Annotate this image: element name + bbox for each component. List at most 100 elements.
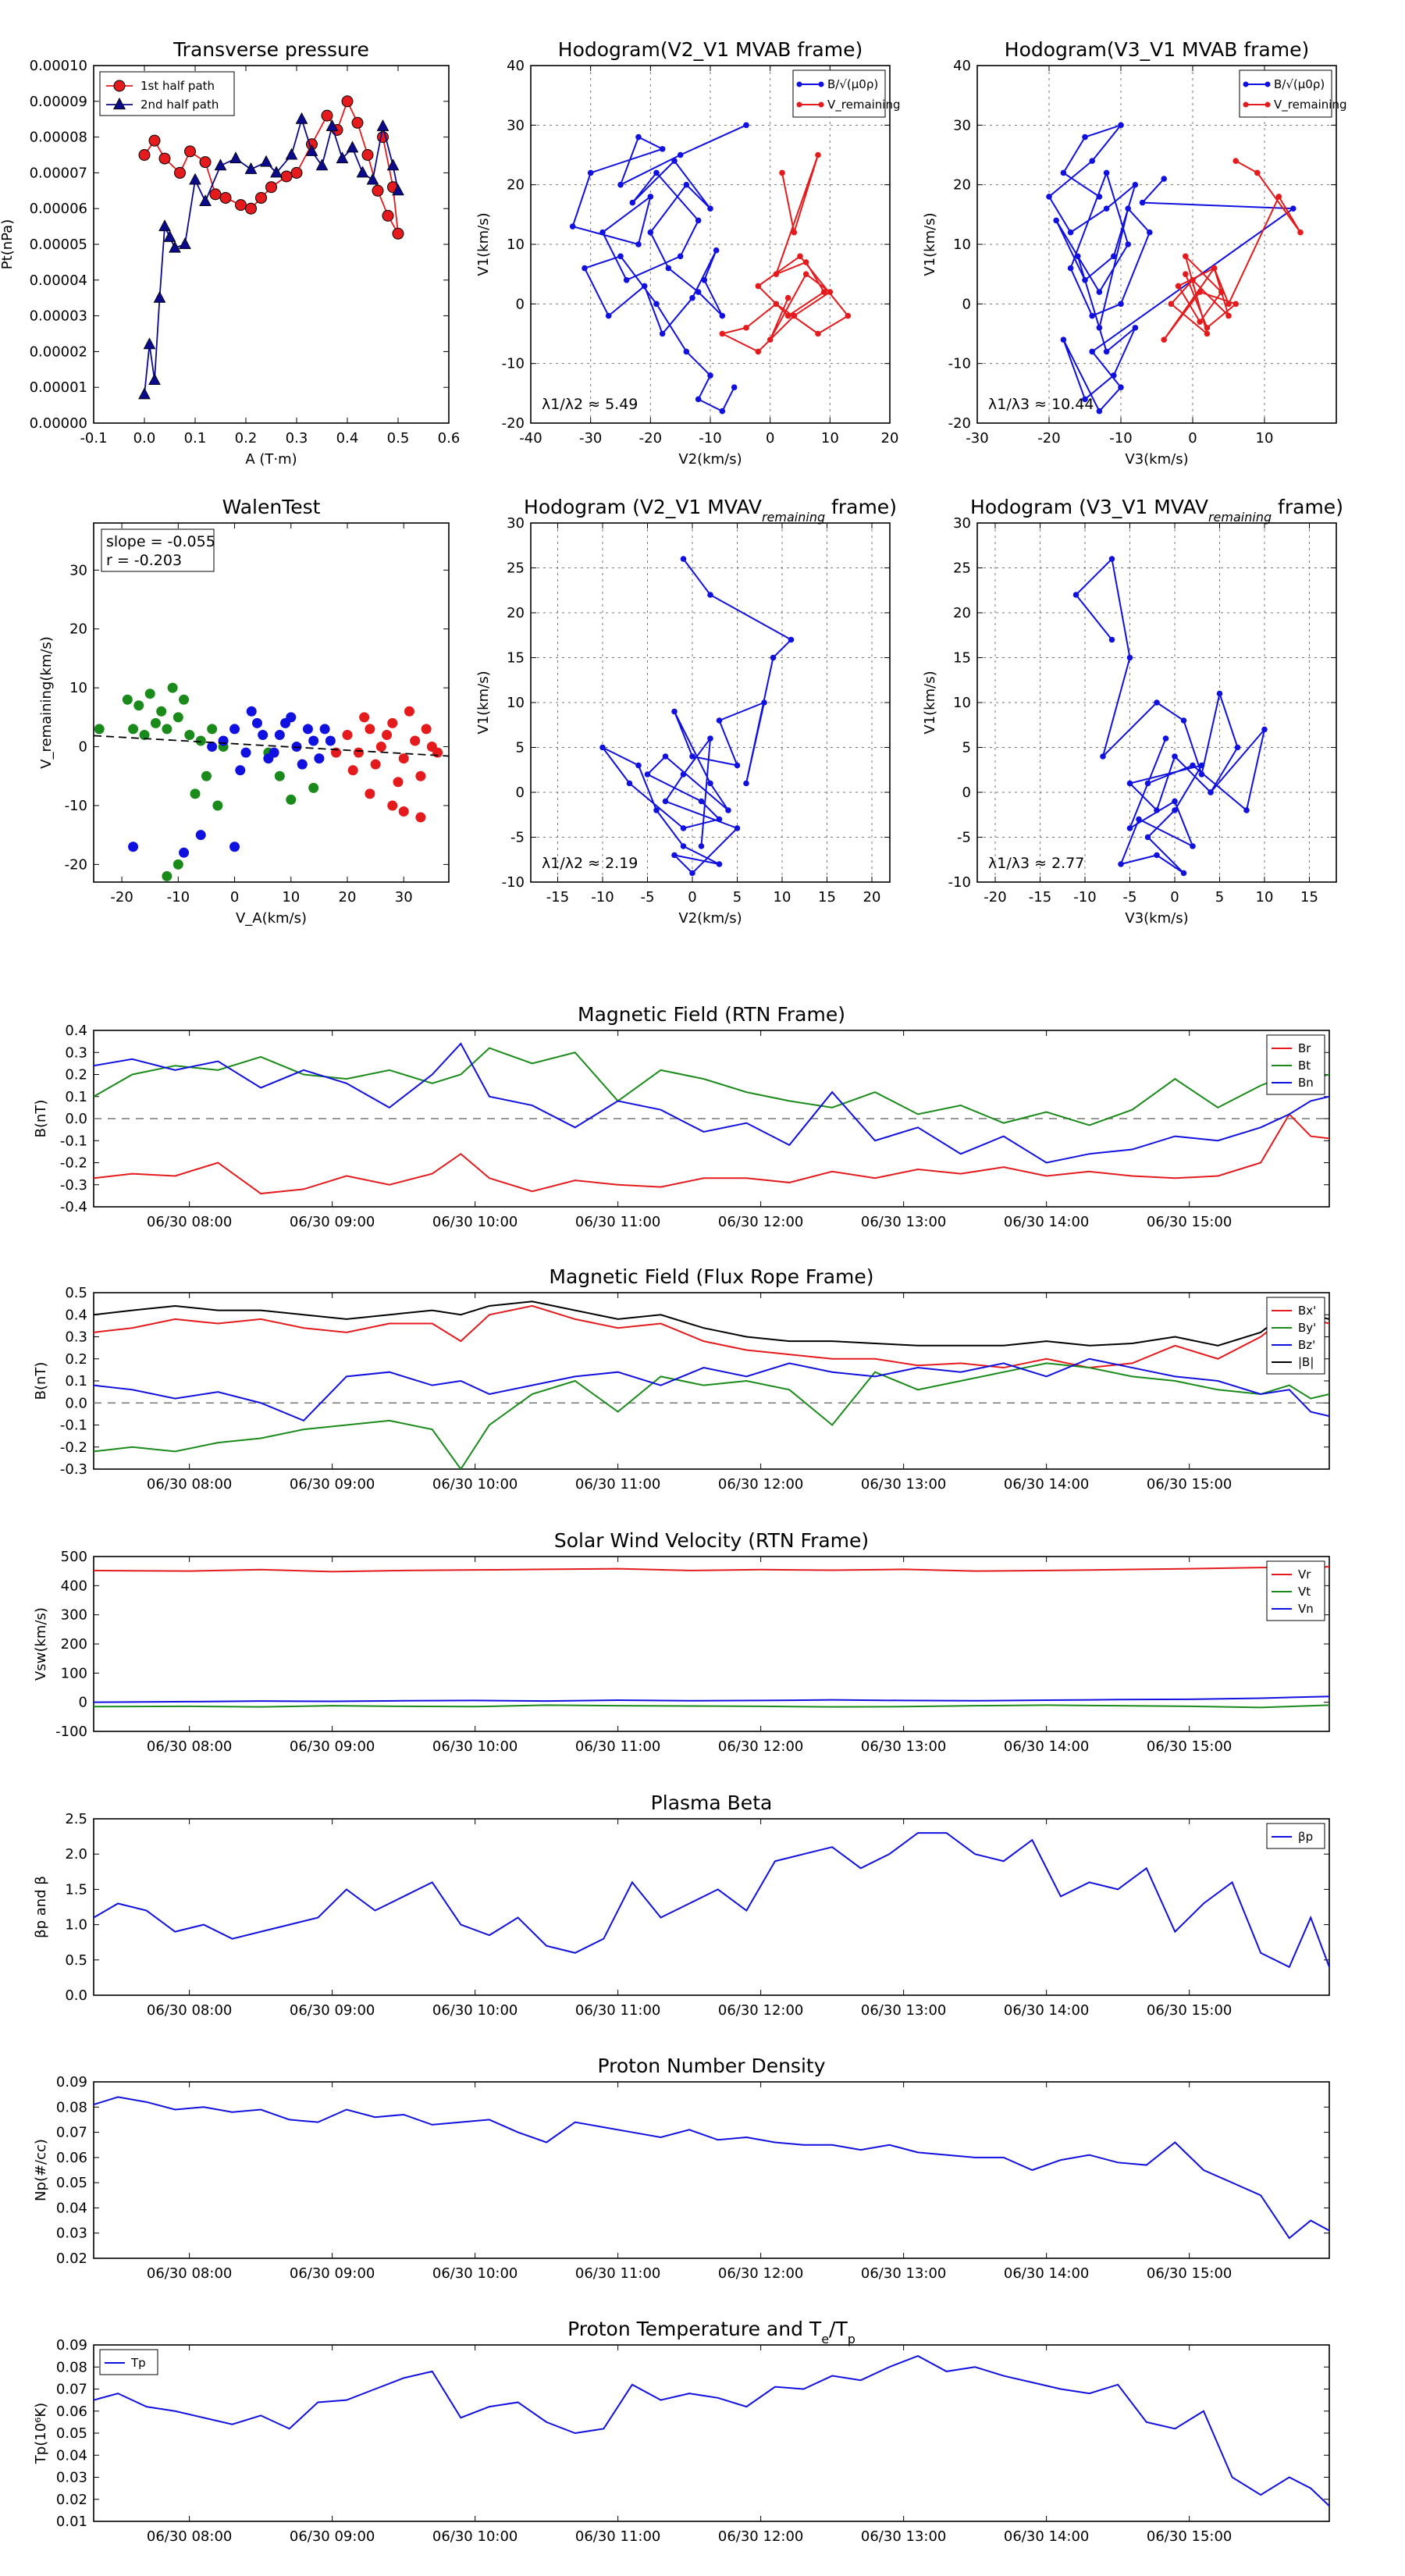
x-tick-label: -30 (966, 430, 988, 447)
data-point (773, 301, 780, 308)
y-tick-label: 0.2 (65, 1067, 87, 1083)
plot-frame (530, 65, 891, 424)
y-tick-label: 300 (61, 1607, 87, 1624)
y-tick-label: 5 (516, 740, 525, 756)
data-point (1125, 205, 1131, 212)
y-tick-label: 0 (516, 296, 525, 312)
legend-marker (1243, 101, 1249, 108)
data-point (719, 312, 726, 319)
y-axis-label: Np(#/cc) (33, 2139, 49, 2201)
data-point (1275, 194, 1282, 200)
chart-title: Plasma Beta (651, 1791, 773, 1814)
x-axis-label: V_A(km/s) (236, 910, 307, 927)
data-point (665, 265, 672, 272)
legend-label: V_remaining (1274, 98, 1347, 112)
fit-slope-text: slope = -0.055 (106, 533, 215, 550)
chart-title: WalenTest (222, 496, 321, 518)
legend-marker (112, 97, 126, 110)
transverse-pressure-chart: Transverse pressure 0.00000 0.00001 0.00002… (0, 38, 460, 468)
y-tick-label: 0.4 (65, 1023, 87, 1039)
x-tick-label: 0.4 (336, 430, 359, 447)
data-point (680, 771, 687, 777)
data-point (1183, 253, 1189, 260)
y-tick-label: 0.0 (65, 1395, 87, 1411)
data-point (1072, 592, 1080, 598)
series-line-1 (94, 2096, 1329, 2240)
y-tick-label: 0.00000 (30, 415, 87, 432)
y-tick-label: 25 (507, 560, 525, 577)
data-point (156, 706, 167, 717)
legend-marker (818, 81, 824, 87)
data-point (382, 729, 393, 740)
data-point (1232, 301, 1239, 308)
x-tick-label: 06/30 15:00 (1147, 1476, 1232, 1493)
x-tick-label: 06/30 10:00 (432, 2528, 518, 2545)
y-tick-label: 10 (953, 237, 971, 253)
data-point (319, 724, 330, 735)
data-point (659, 330, 666, 337)
data-point (716, 816, 723, 823)
data-point (671, 852, 678, 859)
y-tick-label: 0.00009 (30, 94, 87, 110)
data-point (285, 148, 298, 160)
data-point (1183, 271, 1189, 277)
data-point (144, 688, 155, 699)
data-point (845, 312, 852, 319)
y-tick-label: 0.06 (56, 2150, 87, 2166)
y-tick-label: -10 (948, 356, 971, 372)
data-point (689, 870, 695, 877)
x-tick-label: 06/30 08:00 (147, 1214, 232, 1230)
y-tick-label: 200 (61, 1636, 87, 1653)
y-tick-label: -5 (510, 830, 525, 846)
data-point (229, 841, 240, 852)
x-tick-label: 10 (1256, 889, 1274, 906)
x-tick-label: 20 (339, 889, 357, 906)
data-point (755, 348, 762, 355)
data-point (1297, 229, 1304, 236)
data-point (1132, 325, 1139, 331)
y-tick-label: -0.3 (60, 1461, 87, 1478)
y-axis-label: B(nT) (33, 1100, 49, 1138)
x-tick-label: 06/30 09:00 (290, 1476, 375, 1493)
chart-title: Transverse pressure (173, 38, 369, 61)
data-point (1118, 384, 1124, 391)
legend-label: Vr (1298, 1567, 1311, 1582)
x-tick-label: 0.6 (438, 430, 461, 447)
data-point (713, 247, 720, 254)
data-point (302, 724, 313, 735)
legend-label: B/√(μ0ρ) (1274, 77, 1325, 91)
data-point (1118, 861, 1124, 867)
data-point (139, 729, 150, 740)
data-point (174, 166, 186, 179)
x-tick-label: 06/30 13:00 (861, 1738, 946, 1755)
legend-label: Bz' (1298, 1338, 1315, 1352)
y-tick-label: 0.02 (56, 2250, 87, 2267)
data-point (229, 151, 242, 164)
hodogram-v3-v1-mvab-chart: Hodogram(V3_V1 MVAB frame)-30 -20 -10 0 10-2… (922, 38, 1347, 468)
x-tick-label: 06/30 11:00 (575, 2002, 660, 2019)
data-point (265, 181, 277, 194)
y-tick-label: 40 (953, 58, 971, 74)
data-point (671, 708, 678, 715)
data-point (138, 387, 151, 400)
x-tick-label: 06/30 15:00 (1147, 1738, 1232, 1755)
y-tick-label: 0.00006 (30, 201, 87, 217)
y-tick-label: 1.0 (65, 1917, 87, 1934)
data-point (635, 241, 642, 247)
data-point (802, 259, 809, 265)
y-tick-label: 0.04 (56, 2200, 87, 2216)
x-tick-label: 06/30 08:00 (147, 2265, 232, 2282)
y-tick-label: 10 (69, 680, 87, 696)
data-point (128, 724, 139, 735)
data-point (677, 253, 684, 260)
x-tick-label: 06/30 15:00 (1147, 2528, 1232, 2545)
legend-label: 2nd half path (140, 98, 219, 112)
data-point (1147, 229, 1153, 236)
data-point (1172, 753, 1178, 760)
data-point (179, 694, 190, 705)
series-line-1 (1048, 123, 1296, 413)
y-tick-label: 30 (69, 562, 87, 578)
data-point (218, 735, 229, 746)
plot-frame (93, 522, 450, 883)
